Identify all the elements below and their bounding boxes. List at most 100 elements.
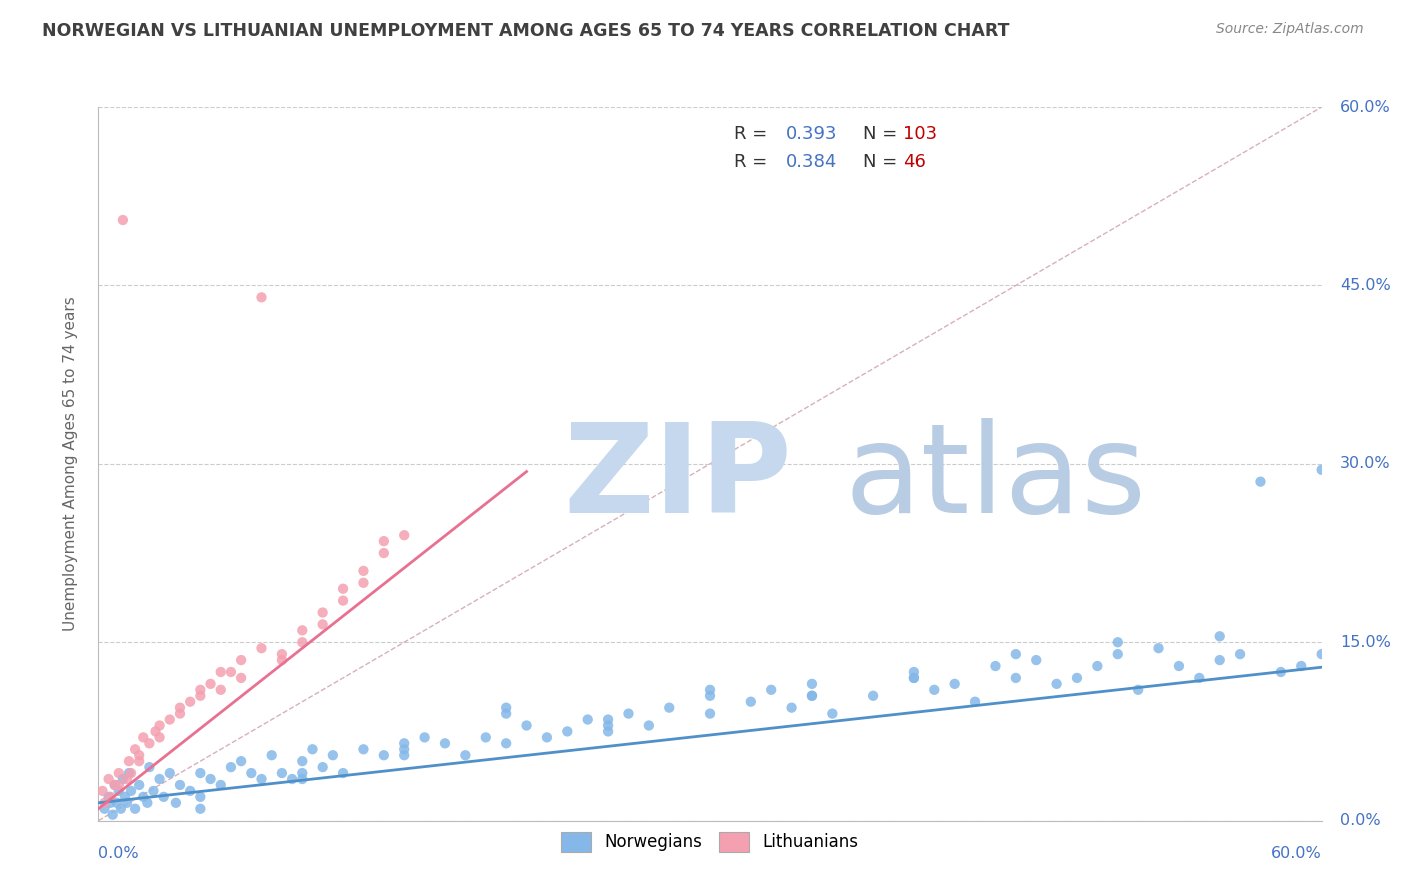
Point [821,706,844,721]
Point [111,772,134,786]
Text: 103: 103 [903,125,938,143]
Point [188,789,212,804]
Point [169,706,191,721]
Point [128,754,150,768]
Point [188,682,212,697]
Point [270,653,294,667]
Point [270,766,294,780]
Point [332,593,354,607]
Point [1147,641,1170,656]
Point [200,772,222,786]
Point [270,647,294,661]
Point [179,784,201,798]
Point [97,789,120,804]
Point [231,754,253,768]
Point [100,796,122,810]
Point [862,689,884,703]
Point [115,772,138,786]
Point [301,742,323,756]
Text: 0.384: 0.384 [786,153,837,171]
Point [159,766,181,780]
Point [596,724,619,739]
Point [149,772,172,786]
Point [124,802,146,816]
Point [149,731,172,745]
Y-axis label: Unemployment Among Ages 65 to 74 years: Unemployment Among Ages 65 to 74 years [63,296,77,632]
Point [291,635,314,649]
Point [188,766,212,780]
Point [1208,653,1232,667]
Point [291,754,314,768]
Point [219,665,242,679]
Point [1045,677,1069,691]
Point [136,796,159,810]
Point [104,778,127,792]
Point [138,760,160,774]
Point [637,718,661,732]
Point [118,754,141,768]
Point [149,718,172,732]
Point [312,606,335,620]
Point [474,731,498,745]
Point [209,682,232,697]
Text: N =: N = [863,153,903,171]
Point [169,778,191,792]
Point [780,700,803,714]
Point [516,718,538,732]
Point [596,713,619,727]
Point [352,564,374,578]
Point [740,695,762,709]
Point [132,731,155,745]
Point [1208,629,1232,643]
Text: R =: R = [734,153,773,171]
Point [100,789,122,804]
Text: N =: N = [863,125,903,143]
Point [97,772,120,786]
Point [322,748,344,763]
Point [373,748,395,763]
Point [312,617,335,632]
Point [373,534,395,549]
Text: 60.0%: 60.0% [1340,100,1391,114]
Point [291,766,314,780]
Point [250,641,273,656]
Point [200,677,222,691]
Point [658,700,681,714]
Point [495,706,517,721]
Point [392,528,416,542]
Point [801,677,824,691]
Point [152,789,174,804]
Point [495,736,517,750]
Point [373,546,395,560]
Point [332,766,354,780]
Point [392,742,416,756]
Point [1085,659,1108,673]
Point [1066,671,1088,685]
Point [291,772,314,786]
Point [555,724,579,739]
Text: Source: ZipAtlas.com: Source: ZipAtlas.com [1216,22,1364,37]
Point [943,677,966,691]
Point [1107,647,1129,661]
Point [352,575,374,590]
Text: NORWEGIAN VS LITHUANIAN UNEMPLOYMENT AMONG AGES 65 TO 74 YEARS CORRELATION CHART: NORWEGIAN VS LITHUANIAN UNEMPLOYMENT AMO… [42,22,1010,40]
Point [114,789,136,804]
Point [138,736,160,750]
Point [699,689,721,703]
Point [108,784,131,798]
Point [1270,665,1292,679]
Point [111,213,134,227]
Point [413,731,436,745]
Point [120,766,142,780]
Point [165,796,187,810]
Point [169,700,191,714]
Point [128,748,150,763]
Point [965,695,987,709]
Point [104,778,127,792]
Text: 60.0%: 60.0% [1271,846,1322,861]
Point [392,736,416,750]
Point [188,802,212,816]
Point [332,582,354,596]
Point [433,736,456,750]
Point [93,796,115,810]
